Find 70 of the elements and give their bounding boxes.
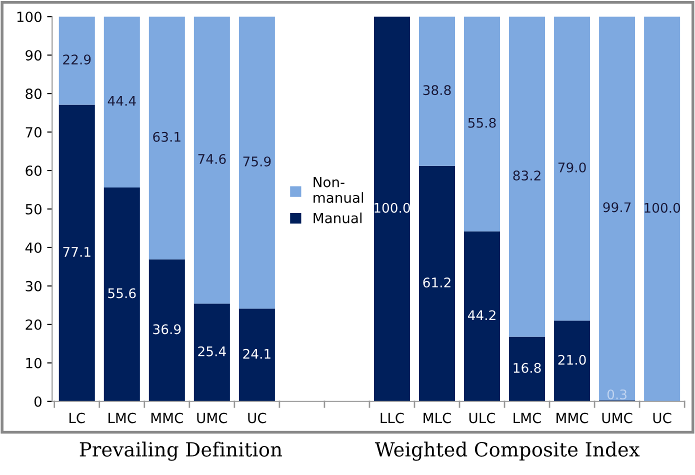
x-tick-label: ULC: [469, 412, 496, 424]
bar: [644, 16, 680, 402]
data-label: 100.0: [374, 202, 410, 213]
y-tick-label: 0: [34, 396, 42, 407]
x-tick-label: UC: [653, 412, 672, 424]
x-tick-label: MMC: [151, 412, 183, 424]
bar: [374, 16, 410, 402]
data-label: 38.8: [423, 85, 451, 96]
x-tick-label: LLC: [380, 412, 404, 424]
x-tick-label: MMC: [556, 412, 588, 424]
bar: [148, 259, 185, 402]
data-label: 0.3: [607, 389, 626, 400]
data-label: 83.2: [513, 170, 540, 181]
bar: [418, 166, 455, 402]
data-label: 74.6: [198, 154, 226, 164]
data-label: 44.4: [108, 96, 136, 106]
text: Prevailing Definition: [80, 442, 282, 461]
x-tick-label: UC: [248, 412, 266, 424]
x-tick-label: LMC: [514, 412, 541, 424]
bar: [104, 16, 140, 188]
y-tick-label: 80: [26, 88, 42, 100]
bar: [238, 308, 275, 402]
data-label: 55.6: [108, 288, 136, 298]
data-label: 99.7: [603, 202, 631, 212]
y-tick-label: 70: [26, 127, 42, 138]
y-tick-label: 100: [17, 12, 42, 22]
data-label: 21.0: [558, 354, 586, 365]
bar: [58, 104, 95, 402]
x-tick-label: LMC: [108, 412, 136, 424]
y-tick-label: 10: [26, 358, 42, 368]
text: Weighted Composite Index: [374, 442, 640, 461]
data-label: 25.4: [198, 346, 226, 356]
x-tick-label: MLC: [424, 412, 451, 424]
data-label: 63.1: [153, 132, 180, 142]
bar: [194, 304, 230, 402]
data-label: 75.9: [243, 156, 271, 166]
y-tick-label: 30: [26, 280, 42, 292]
data-label: 24.1: [243, 348, 270, 359]
y-tick-label: 50: [26, 204, 42, 214]
x-tick-label: LC: [70, 412, 85, 424]
data-label: 77.1: [63, 247, 90, 257]
bar: [509, 336, 546, 402]
data-label: 55.8: [468, 118, 496, 128]
bar: [148, 16, 185, 260]
data-label: 36.9: [153, 324, 181, 334]
x-tick-label: UMC: [602, 412, 632, 424]
data-label: 22.9: [63, 54, 91, 65]
bar: [464, 231, 500, 402]
data-label: 100.0: [644, 202, 680, 213]
x-tick-label: UMC: [197, 412, 228, 424]
data-label: 44.2: [468, 310, 496, 320]
y-tick-label: 40: [25, 242, 42, 253]
y-tick-label: 60: [26, 165, 42, 176]
bar: [418, 16, 455, 166]
bar: [554, 320, 590, 402]
bar: [104, 187, 140, 402]
bar: [464, 16, 500, 232]
legend-label: Manual: [314, 212, 362, 224]
data-label: 79.0: [558, 162, 586, 172]
bar: [599, 16, 636, 400]
data-label: 16.8: [514, 362, 541, 373]
data-label: 61.2: [423, 277, 450, 288]
bar: [238, 16, 275, 309]
bar: [194, 16, 230, 304]
legend-label: Non- manual: [314, 177, 364, 203]
bar: [554, 16, 590, 321]
bar: [509, 16, 546, 337]
y-tick-label: 90: [26, 50, 42, 61]
bar: [58, 16, 95, 105]
y-tick-label: 20: [26, 319, 42, 330]
